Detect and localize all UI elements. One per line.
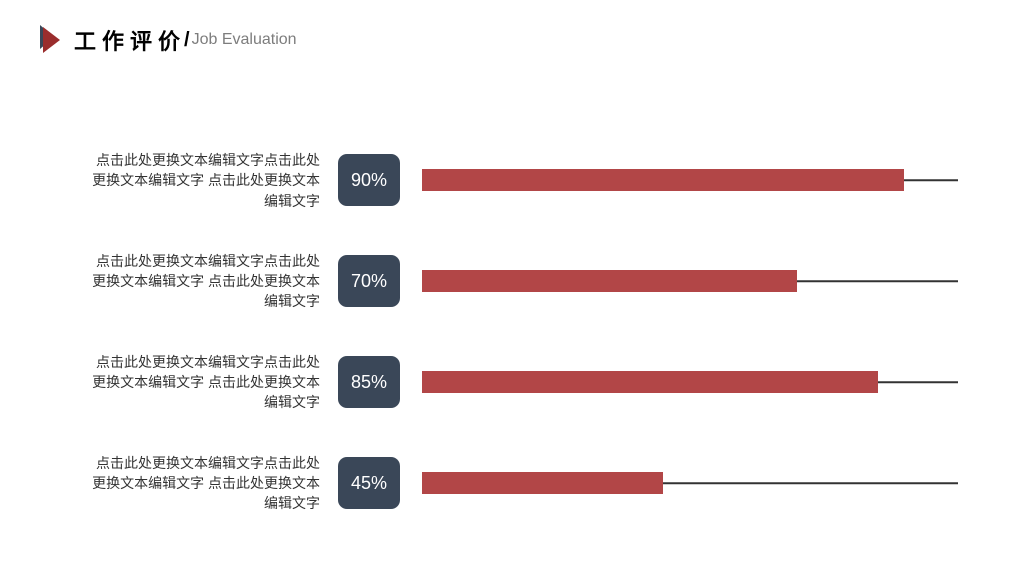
row-description: 点击此处更换文本编辑文字点击此处更换文本编辑文字 点击此处更换文本编辑文字	[88, 453, 338, 514]
title-chinese: 工作评价	[74, 24, 186, 56]
title-separator: /	[184, 29, 190, 52]
row-description: 点击此处更换文本编辑文字点击此处更换文本编辑文字 点击此处更换文本编辑文字	[88, 352, 338, 413]
page-header: 工作评价 / Job Evaluation	[40, 24, 297, 56]
evaluation-row: 点击此处更换文本编辑文字点击此处更换文本编辑文字 点击此处更换文本编辑文字70%	[88, 251, 958, 312]
percent-badge: 85%	[338, 356, 400, 408]
row-description: 点击此处更换文本编辑文字点击此处更换文本编辑文字 点击此处更换文本编辑文字	[88, 251, 338, 312]
bar-container	[422, 371, 958, 393]
triangle-icon	[40, 25, 62, 55]
row-description: 点击此处更换文本编辑文字点击此处更换文本编辑文字 点击此处更换文本编辑文字	[88, 150, 338, 211]
evaluation-rows: 点击此处更换文本编辑文字点击此处更换文本编辑文字 点击此处更换文本编辑文字90%…	[88, 150, 958, 554]
title-english: Job Evaluation	[192, 31, 297, 49]
bar-container	[422, 169, 958, 191]
evaluation-row: 点击此处更换文本编辑文字点击此处更换文本编辑文字 点击此处更换文本编辑文字85%	[88, 352, 958, 413]
evaluation-row: 点击此处更换文本编辑文字点击此处更换文本编辑文字 点击此处更换文本编辑文字90%	[88, 150, 958, 211]
percent-badge: 90%	[338, 154, 400, 206]
percent-badge: 70%	[338, 255, 400, 307]
bar-container	[422, 472, 958, 494]
bar-container	[422, 270, 958, 292]
bar-fill	[422, 371, 878, 393]
bar-fill	[422, 270, 797, 292]
evaluation-row: 点击此处更换文本编辑文字点击此处更换文本编辑文字 点击此处更换文本编辑文字45%	[88, 453, 958, 514]
bar-fill	[422, 169, 904, 191]
bar-fill	[422, 472, 663, 494]
percent-badge: 45%	[338, 457, 400, 509]
triangle-main	[43, 27, 60, 53]
